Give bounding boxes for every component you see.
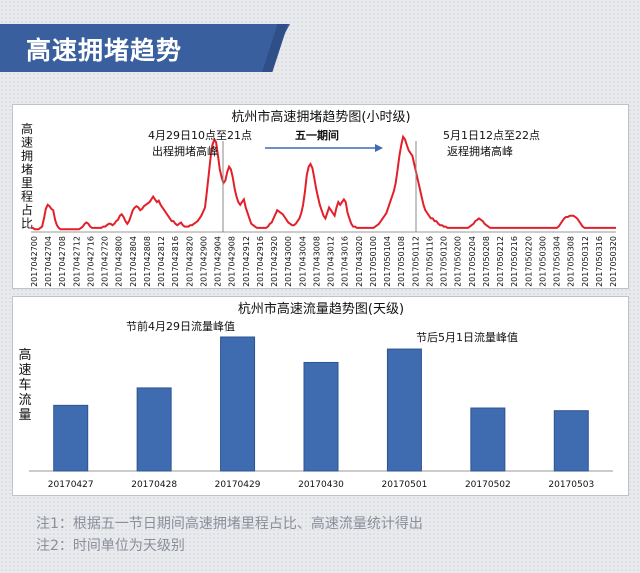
x-tick-label: 2017043008 [312, 236, 321, 287]
svg-text:比: 比 [21, 217, 33, 231]
x-tick-label: 2017050104 [383, 236, 392, 287]
svg-text:流: 流 [18, 393, 31, 408]
x-tick-label: 2017050212 [496, 236, 505, 287]
x-tick-label: 2017042912 [242, 236, 251, 287]
x-tick-label: 2017043000 [284, 236, 293, 287]
x-tick-label: 2017050204 [468, 236, 477, 287]
svg-text:高: 高 [21, 121, 33, 136]
x-tick-label: 2017050320 [609, 236, 618, 287]
bar-20170428 [136, 387, 172, 472]
x-tick-label: 2017050208 [482, 236, 491, 287]
x-tick-label: 2017043004 [298, 236, 307, 287]
svg-text:高: 高 [18, 347, 31, 363]
x-tick-label: 2017042800 [115, 236, 124, 287]
line-chart-title: 杭州市高速拥堵趋势图(小时级) [231, 109, 410, 125]
x-tick-label: 2017050112 [411, 236, 420, 287]
footnote-2: 注2：时间单位为天级别 [36, 538, 185, 554]
x-tick-label: 2017050108 [397, 236, 406, 287]
x-tick-label: 2017050116 [425, 236, 434, 287]
footnotes: 注1：根据五一节日期间高速拥堵里程占比、高速流量统计得出 注2：时间单位为天级别 [36, 513, 423, 557]
x-tick-label: 2017050200 [454, 236, 463, 287]
x-tick-label: 2017050308 [567, 236, 576, 287]
banner-title: 高速拥堵趋势 [26, 36, 183, 65]
annotation-outbound-peak: 出程拥堵高峰 [152, 144, 218, 158]
bar-chart-title: 杭州市高速流量趋势图(天级) [238, 301, 404, 317]
holiday-arrow-head [375, 144, 383, 152]
annotation-outbound-time: 4月29日10点至21点 [148, 129, 252, 142]
annotation-pre-holiday-peak: 节前4月29日流量峰值 [126, 319, 235, 333]
bar-20170427 [53, 404, 89, 472]
svg-text:里: 里 [21, 176, 33, 190]
x-tick-label: 2017050316 [595, 236, 604, 287]
x-tick-label: 2017050300 [538, 236, 547, 287]
bar-20170503 [553, 410, 589, 472]
x-tick-label: 2017050304 [553, 236, 562, 287]
x-tick-label: 2017042700 [30, 236, 39, 287]
bar-category-label: 20170430 [298, 480, 344, 490]
annotation-return-peak: 返程拥堵高峰 [447, 144, 513, 158]
x-tick-label: 2017043020 [355, 236, 364, 287]
bar-20170429 [220, 336, 256, 472]
x-tick-label: 2017042920 [270, 236, 279, 287]
annotation-return-time: 5月1日12点至22点 [443, 129, 540, 142]
bar-20170502 [470, 407, 506, 472]
svg-text:速: 速 [18, 363, 31, 378]
svg-text:堵: 堵 [21, 163, 33, 177]
x-tick-label: 2017042704 [44, 236, 53, 287]
x-tick-label: 2017050216 [510, 236, 519, 287]
bar-category-label: 20170428 [131, 480, 177, 490]
x-tick-label: 2017042720 [101, 236, 110, 287]
bar-20170430 [303, 361, 339, 472]
svg-text:车: 车 [18, 377, 31, 393]
x-tick-label: 2017042816 [171, 236, 180, 287]
bar-category-label: 20170429 [215, 480, 261, 490]
annotation-post-holiday-peak: 节后5月1日流量峰值 [416, 330, 518, 344]
bar-category-label: 20170427 [48, 480, 94, 490]
x-tick-label: 2017042820 [185, 236, 194, 287]
bar-category-label: 20170503 [548, 480, 594, 490]
bar-category-label: 20170502 [465, 480, 511, 490]
x-tick-label: 2017042916 [256, 236, 265, 287]
x-tick-label: 2017042804 [129, 236, 138, 287]
footnote-1: 注1：根据五一节日期间高速拥堵里程占比、高速流量统计得出 [36, 516, 423, 532]
svg-text:拥: 拥 [21, 149, 33, 163]
x-tick-label: 2017042712 [72, 236, 81, 287]
bar-chart-panel: 杭州市高速流量趋势图(天级) 高速车流量 20170427 20170428 201… [12, 296, 629, 496]
x-tick-label: 2017042812 [157, 236, 166, 287]
line-chart: 杭州市高速拥堵趋势图(小时级) 高速拥堵里程占比 2017042700 20170… [21, 109, 618, 287]
svg-text:量: 量 [18, 408, 31, 423]
x-tick-label: 2017043016 [341, 236, 350, 287]
bar-category-label: 20170501 [382, 480, 428, 490]
x-tick-label: 2017043012 [327, 236, 336, 287]
title-banner [0, 24, 290, 72]
annotation-holiday: 五一期间 [295, 128, 339, 142]
x-tick-label: 2017042716 [86, 236, 95, 287]
x-tick-label: 2017050312 [581, 236, 590, 287]
x-tick-label: 2017050220 [524, 236, 533, 287]
svg-text:速: 速 [21, 136, 33, 150]
x-tick-label: 2017050100 [369, 236, 378, 287]
line-chart-ylabel: 高速拥堵里程占比 [21, 121, 33, 231]
line-chart-panel: 杭州市高速拥堵趋势图(小时级) 高速拥堵里程占比 2017042700 20170… [12, 104, 629, 289]
x-tick-label: 2017042808 [143, 236, 152, 287]
x-tick-label: 2017042908 [228, 236, 237, 287]
svg-text:程: 程 [21, 189, 33, 204]
x-tick-label: 2017042708 [58, 236, 67, 287]
congestion-series-line [31, 134, 616, 231]
x-tick-label: 2017050120 [440, 236, 449, 287]
bar-20170501 [386, 348, 422, 472]
x-tick-label: 2017042904 [214, 236, 223, 287]
x-tick-label: 2017042900 [199, 236, 208, 287]
svg-text:占: 占 [21, 202, 33, 217]
